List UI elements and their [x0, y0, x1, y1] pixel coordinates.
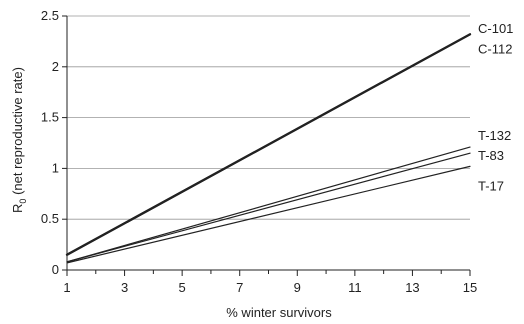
x-tick-label: 1	[63, 280, 70, 295]
x-tick-label: 9	[294, 280, 301, 295]
x-tick-label: 11	[348, 280, 362, 295]
series-label-t-83: T-83	[478, 148, 504, 163]
series-lines	[65, 33, 472, 264]
x-axis-title: % winter survivors	[226, 305, 332, 320]
y-axis-title: R0 (net reproductive rate)	[10, 67, 28, 213]
x-tick-label: 5	[179, 280, 186, 295]
gridlines	[67, 15, 470, 220]
series-line-c-112	[65, 33, 472, 256]
x-tick-label: 3	[121, 280, 128, 295]
y-axis-title-subscript: 0	[18, 199, 28, 204]
y-tick-label: 1	[52, 160, 59, 175]
axes	[66, 16, 470, 271]
y-axis-ticks: 0 0.5 1 1.5 2 2.5	[41, 8, 67, 277]
y-axis-title-main: R	[10, 204, 25, 213]
series-line-t-132	[66, 146, 471, 263]
y-tick-label: 0	[52, 262, 59, 277]
series-line-t-83	[66, 152, 471, 263]
series-label-t-17: T-17	[478, 179, 504, 194]
series-line-t-17	[66, 165, 471, 264]
x-tick-label: 15	[463, 280, 477, 295]
x-tick-label: 7	[236, 280, 243, 295]
x-tick-label: 13	[405, 280, 419, 295]
y-tick-label: 2	[52, 59, 59, 74]
x-axis-ticks: 1 3 5 7 9 11 13 15	[63, 270, 477, 295]
y-axis-title-suffix: (net reproductive rate)	[10, 67, 25, 199]
y-tick-label: 1.5	[41, 110, 59, 125]
series-labels: C-101 C-112 T-132 T-83 T-17	[478, 21, 513, 193]
series-label-c-101: C-101	[478, 21, 513, 36]
series-label-t-132: T-132	[478, 128, 511, 143]
y-tick-label: 2.5	[41, 8, 59, 23]
series-label-c-112: C-112	[478, 42, 512, 57]
y-tick-label: 0.5	[41, 211, 59, 226]
